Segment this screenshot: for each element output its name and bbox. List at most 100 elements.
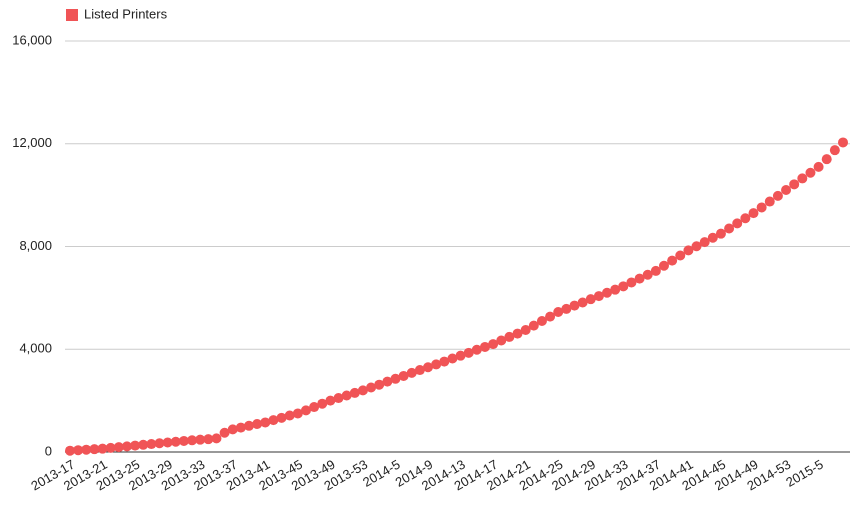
data-point bbox=[838, 137, 848, 148]
data-point bbox=[382, 376, 393, 387]
legend-swatch bbox=[66, 9, 78, 21]
data-point bbox=[309, 402, 320, 413]
data-point bbox=[463, 347, 474, 358]
data-point bbox=[797, 173, 808, 184]
data-point bbox=[276, 412, 287, 423]
data-point bbox=[707, 232, 718, 243]
data-point bbox=[366, 382, 377, 393]
data-point bbox=[724, 223, 735, 234]
data-point bbox=[821, 154, 832, 165]
legend-label: Listed Printers bbox=[84, 6, 168, 21]
data-point bbox=[300, 405, 311, 416]
data-point bbox=[536, 315, 547, 326]
data-point bbox=[374, 379, 385, 390]
data-point bbox=[138, 439, 149, 450]
data-point bbox=[284, 410, 295, 421]
data-point bbox=[496, 335, 507, 346]
data-point bbox=[732, 218, 743, 229]
data-point bbox=[252, 419, 263, 430]
data-point bbox=[227, 424, 238, 435]
data-point bbox=[512, 328, 523, 339]
data-point bbox=[634, 273, 645, 284]
data-point bbox=[658, 260, 669, 271]
data-point bbox=[219, 427, 230, 438]
data-point bbox=[569, 300, 580, 311]
data-point bbox=[813, 161, 824, 172]
data-point bbox=[447, 353, 458, 364]
data-point bbox=[195, 434, 206, 445]
data-point bbox=[162, 437, 173, 448]
data-point bbox=[764, 196, 775, 207]
data-point bbox=[561, 303, 572, 314]
data-point bbox=[89, 444, 100, 455]
data-point bbox=[81, 444, 92, 455]
data-point bbox=[341, 390, 352, 401]
data-point bbox=[317, 398, 328, 409]
data-point bbox=[121, 441, 132, 452]
data-point bbox=[528, 320, 539, 331]
data-point bbox=[244, 420, 255, 431]
data-point bbox=[691, 241, 702, 252]
data-point bbox=[203, 434, 214, 445]
data-point bbox=[65, 445, 75, 456]
data-point bbox=[504, 331, 515, 342]
data-point bbox=[349, 387, 360, 398]
data-point bbox=[146, 439, 157, 450]
data-point bbox=[211, 433, 222, 444]
data-point bbox=[423, 362, 434, 373]
data-point bbox=[610, 284, 621, 295]
y-tick-label: 0 bbox=[45, 443, 52, 458]
data-point bbox=[626, 277, 637, 288]
data-point bbox=[154, 438, 165, 449]
data-point bbox=[772, 190, 783, 201]
data-point bbox=[618, 281, 629, 292]
data-point bbox=[585, 294, 596, 305]
data-point bbox=[642, 269, 653, 280]
y-tick-label: 8,000 bbox=[19, 238, 52, 253]
data-point bbox=[97, 443, 108, 454]
data-point bbox=[406, 367, 417, 378]
data-point bbox=[73, 445, 84, 456]
data-point bbox=[650, 265, 661, 276]
data-point bbox=[235, 422, 246, 433]
data-point bbox=[683, 245, 694, 256]
data-point bbox=[390, 373, 401, 384]
data-point bbox=[431, 359, 442, 370]
data-point bbox=[130, 440, 141, 451]
y-tick-label: 4,000 bbox=[19, 341, 52, 356]
data-point bbox=[268, 415, 279, 426]
data-point bbox=[187, 435, 198, 446]
data-point bbox=[439, 356, 450, 367]
data-point bbox=[325, 395, 336, 406]
data-point bbox=[740, 213, 751, 224]
data-point bbox=[781, 184, 792, 195]
data-point bbox=[577, 297, 588, 308]
data-point bbox=[357, 385, 368, 396]
data-point bbox=[113, 442, 124, 453]
data-point bbox=[553, 307, 564, 318]
data-point bbox=[398, 370, 409, 381]
data-point bbox=[488, 339, 499, 350]
data-point bbox=[756, 202, 767, 213]
data-point bbox=[675, 250, 686, 261]
data-point bbox=[170, 436, 181, 447]
data-point bbox=[260, 417, 271, 428]
data-point bbox=[292, 408, 303, 419]
x-tick-label: 2015-5 bbox=[783, 457, 826, 490]
data-point bbox=[333, 393, 344, 404]
data-point bbox=[805, 167, 816, 178]
data-point bbox=[829, 145, 840, 156]
data-point bbox=[105, 442, 116, 453]
data-point bbox=[789, 179, 800, 190]
data-point bbox=[178, 435, 189, 446]
data-point bbox=[545, 311, 556, 322]
data-point bbox=[715, 228, 726, 239]
data-point bbox=[748, 208, 759, 219]
data-point bbox=[602, 287, 613, 298]
y-tick-label: 12,000 bbox=[12, 135, 52, 150]
data-point bbox=[699, 237, 710, 248]
data-point bbox=[471, 344, 482, 355]
data-point bbox=[455, 350, 466, 361]
data-point bbox=[520, 324, 531, 335]
